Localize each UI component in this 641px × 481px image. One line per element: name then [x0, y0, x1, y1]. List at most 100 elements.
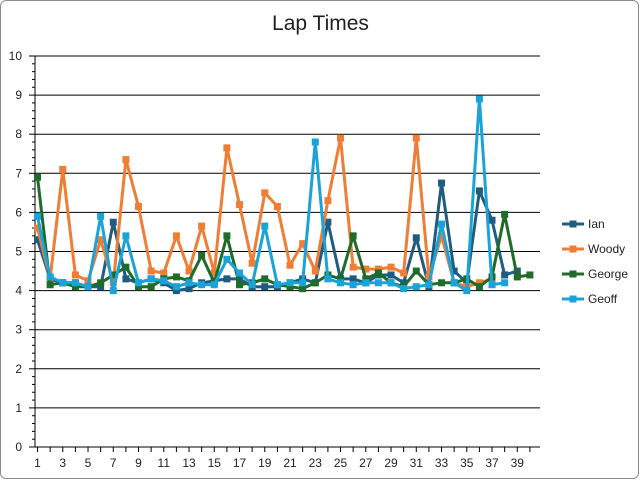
- legend-swatch-marker: [569, 220, 577, 228]
- data-point-george: [513, 273, 521, 281]
- data-point-george: [236, 281, 244, 289]
- data-point-ian: [97, 283, 105, 291]
- legend-label: George: [588, 267, 628, 281]
- data-point-george: [71, 283, 79, 291]
- data-point-woody: [172, 232, 180, 240]
- data-point-woody: [147, 267, 155, 275]
- data-point-geoff: [236, 269, 244, 277]
- x-tick-label: 17: [233, 456, 247, 470]
- data-point-geoff: [501, 279, 509, 287]
- data-point-woody: [59, 165, 67, 173]
- data-point-geoff: [425, 281, 433, 289]
- data-point-george: [223, 232, 231, 240]
- data-point-ian: [387, 271, 395, 279]
- data-point-woody: [198, 222, 206, 230]
- data-point-geoff: [46, 273, 54, 281]
- data-point-ian: [438, 179, 446, 187]
- legend-swatch-marker: [569, 295, 577, 303]
- x-tick-label: 15: [208, 456, 222, 470]
- data-point-geoff: [59, 279, 67, 287]
- chart-title: Lap Times: [272, 12, 369, 35]
- x-tick-label: 5: [85, 456, 92, 470]
- data-point-woody: [438, 232, 446, 240]
- data-point-geoff: [198, 281, 206, 289]
- data-point-george: [526, 271, 534, 279]
- data-point-woody: [337, 134, 345, 142]
- data-point-woody: [299, 240, 307, 248]
- data-point-woody: [387, 263, 395, 271]
- y-tick-label: 2: [15, 362, 22, 376]
- data-point-geoff: [349, 281, 357, 289]
- data-point-george: [34, 173, 42, 181]
- data-point-woody: [311, 267, 319, 275]
- data-point-geoff: [71, 279, 79, 287]
- data-point-ian: [109, 218, 117, 226]
- data-point-george: [172, 273, 180, 281]
- y-tick-label: 6: [15, 205, 22, 219]
- x-tick-label: 33: [435, 456, 449, 470]
- data-point-george: [299, 285, 307, 293]
- data-point-woody: [236, 201, 244, 209]
- y-tick-label: 7: [15, 166, 22, 180]
- data-point-woody: [135, 203, 143, 211]
- data-point-woody: [400, 269, 408, 277]
- data-point-geoff: [109, 287, 117, 295]
- data-point-geoff: [261, 222, 269, 230]
- data-point-woody: [286, 261, 294, 269]
- y-tick-label: 1: [15, 401, 22, 415]
- data-point-ian: [349, 275, 357, 283]
- x-tick-label: 37: [485, 456, 499, 470]
- data-point-geoff: [488, 281, 496, 289]
- data-point-geoff: [84, 283, 92, 291]
- data-point-woody: [210, 269, 218, 277]
- data-point-woody: [349, 263, 357, 271]
- data-point-geoff: [160, 277, 168, 285]
- y-tick-label: 10: [9, 49, 23, 63]
- x-tick-label: 31: [410, 456, 424, 470]
- data-point-geoff: [387, 279, 395, 287]
- data-point-geoff: [135, 279, 143, 287]
- data-point-ian: [185, 285, 193, 293]
- data-point-ian: [412, 234, 420, 242]
- data-point-george: [412, 267, 420, 275]
- series-lines: [34, 95, 534, 295]
- data-point-ian: [223, 275, 231, 283]
- data-point-woody: [97, 236, 105, 244]
- data-point-george: [122, 263, 130, 271]
- data-point-woody: [412, 134, 420, 142]
- legend-label: Woody: [588, 242, 625, 256]
- data-point-geoff: [223, 255, 231, 263]
- data-point-ian: [400, 279, 408, 287]
- data-point-woody: [475, 279, 483, 287]
- data-point-woody: [71, 271, 79, 279]
- y-tick-label: 4: [15, 284, 22, 298]
- x-tick-label: 13: [182, 456, 196, 470]
- data-point-geoff: [324, 275, 332, 283]
- data-point-ian: [450, 267, 458, 275]
- data-point-geoff: [438, 220, 446, 228]
- x-tick-label: 7: [110, 456, 117, 470]
- data-point-woody: [248, 259, 256, 267]
- data-point-george: [135, 283, 143, 291]
- data-point-george: [311, 279, 319, 287]
- data-point-geoff: [400, 285, 408, 293]
- data-point-george: [286, 283, 294, 291]
- legend-label: Geoff: [588, 292, 618, 306]
- data-point-geoff: [286, 279, 294, 287]
- data-point-geoff: [273, 281, 281, 289]
- data-point-ian: [34, 236, 42, 244]
- data-point-geoff: [97, 212, 105, 220]
- data-point-ian: [122, 275, 130, 283]
- data-point-george: [198, 251, 206, 259]
- data-point-george: [46, 281, 54, 289]
- data-point-ian: [324, 218, 332, 226]
- data-point-geoff: [172, 283, 180, 291]
- data-point-george: [337, 275, 345, 283]
- x-tick-label: 27: [359, 456, 373, 470]
- data-point-ian: [488, 216, 496, 224]
- data-point-geoff: [475, 95, 483, 103]
- y-tick-label: 5: [15, 245, 22, 259]
- data-point-geoff: [210, 281, 218, 289]
